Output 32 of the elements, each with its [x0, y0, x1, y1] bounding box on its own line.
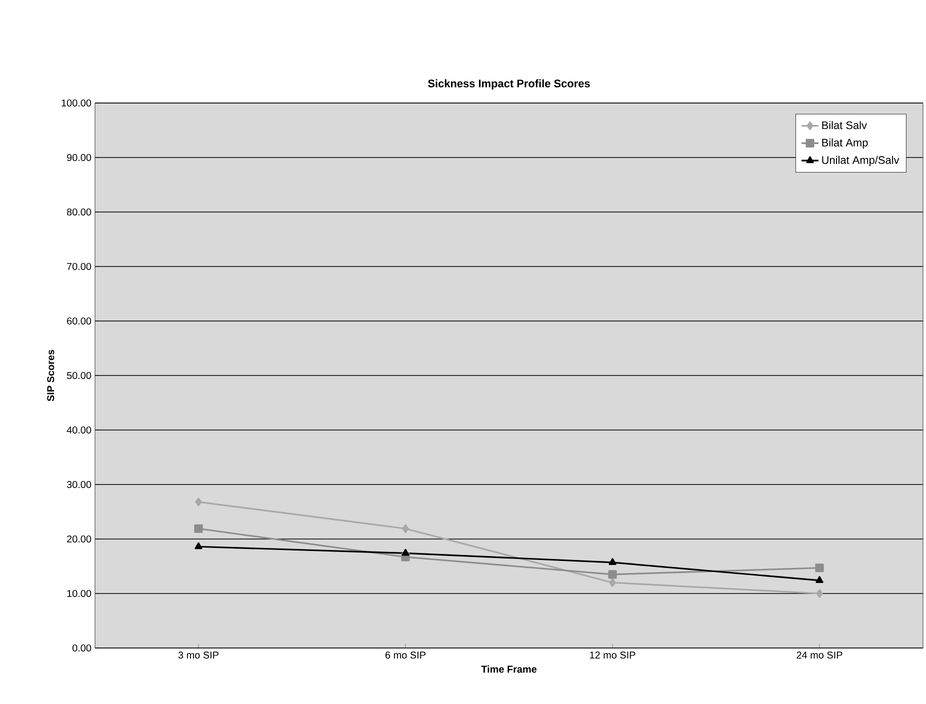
x-axis-title: Time Frame: [481, 665, 537, 673]
y-tick-label: 20.00: [67, 535, 92, 543]
y-tick-label: 10.00: [67, 590, 92, 598]
point: [402, 548, 410, 556]
x-tick-label: 3 mo SIP: [178, 652, 218, 659]
y-tick-label: 50.00: [66, 372, 92, 380]
point: [816, 576, 824, 583]
legend-label: Bilat Amp: [822, 138, 868, 149]
point: [194, 524, 203, 533]
y-tick-label: 90.00: [67, 154, 92, 162]
y-tick-label: 0.00: [72, 644, 92, 652]
y-tick-label: 80.00: [66, 208, 92, 216]
point: [402, 524, 409, 533]
x-tick-label: 6 mo SIP: [386, 652, 426, 659]
y-tick-label: 30.00: [66, 480, 92, 488]
y-tick-label: 40.00: [66, 426, 92, 434]
y-tick-label: 60.00: [67, 317, 92, 325]
point: [609, 578, 616, 587]
point: [816, 589, 823, 598]
point: [195, 498, 202, 506]
legend-label: Bilat Salv: [822, 121, 867, 130]
x-tick-label: 24 mo SIP: [796, 652, 842, 659]
x-tick-label: 12 mo SIP: [590, 652, 636, 659]
point: [608, 570, 617, 579]
y-tick-label: 70.00: [67, 262, 92, 270]
chart-title: Sickness Impact Profile Scores: [428, 79, 590, 90]
point: [608, 558, 616, 565]
point: [815, 564, 824, 572]
legend-label: Unilat Amp/Salv: [822, 156, 900, 166]
y-tick-label: 100.00: [62, 99, 92, 107]
point: [194, 542, 202, 550]
y-axis-title: SIP Scores: [47, 350, 54, 402]
